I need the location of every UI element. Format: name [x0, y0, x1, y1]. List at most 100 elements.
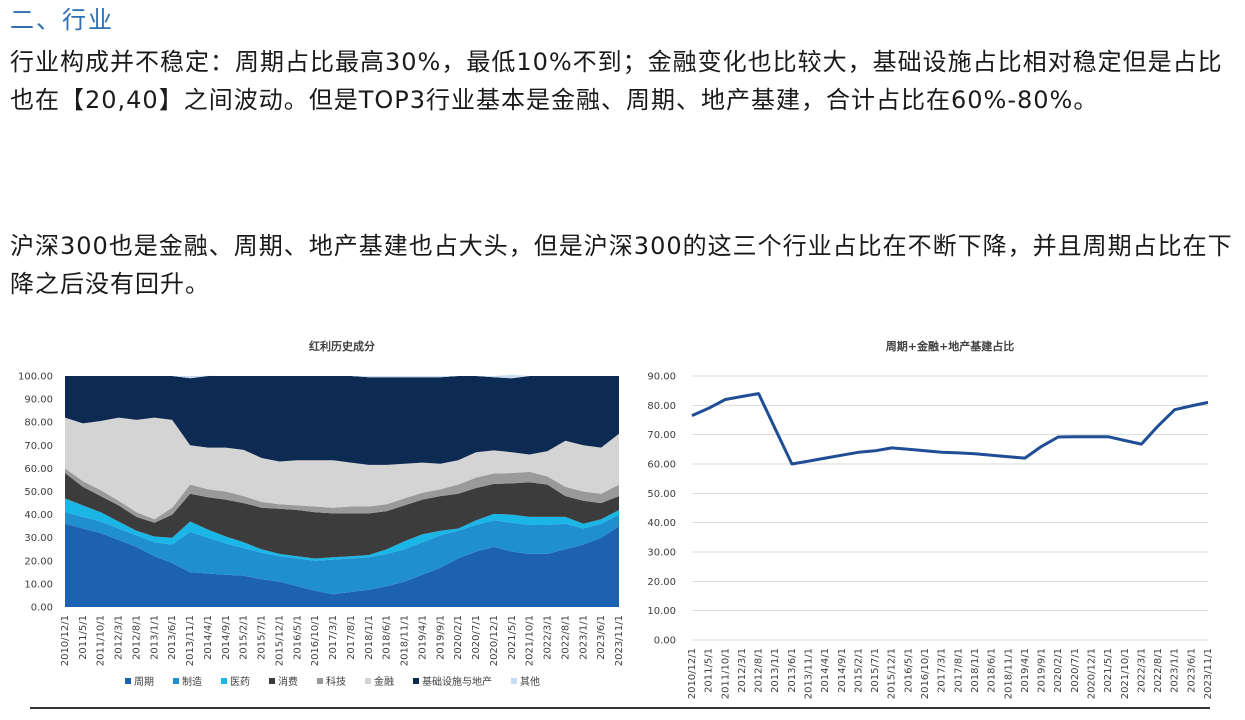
x-tick-label: 2013/6/1 — [787, 648, 798, 693]
x-tick-label: 2015/2/1 — [239, 615, 250, 660]
x-tick-label: 2012/8/1 — [754, 648, 765, 693]
y-tick-label: 50.00 — [647, 489, 676, 500]
y-tick-label: 10.00 — [24, 579, 53, 590]
legend-label: 基础设施与地产 — [422, 675, 492, 688]
x-tick-label: 2015/12/1 — [887, 648, 898, 699]
x-tick-label: 2011/10/1 — [96, 615, 107, 666]
x-tick-label: 2011/5/1 — [704, 648, 715, 693]
legend-label: 其他 — [520, 675, 540, 688]
x-tick-label: 2023/6/1 — [596, 615, 607, 660]
dividend-composition-chart: 红利历史成分 0.00 10.00 20.00 30.00 40.00 50.00 60.00… — [18, 330, 642, 700]
x-tick-label: 2017/3/1 — [328, 615, 339, 660]
x-tick-label: 2022/8/1 — [1153, 648, 1164, 693]
x-tick-label: 2019/9/1 — [1037, 648, 1048, 693]
paragraph-industry-composition: 行业构成并不稳定：周期占比最高30%，最低10%不到；金融变化也比较大，基础设施… — [10, 48, 1223, 114]
y-tick-label: 90.00 — [647, 372, 676, 383]
y-tick-label: 100.00 — [18, 372, 53, 383]
chart-title: 红利历史成分 — [309, 339, 375, 353]
x-tick-label: 2014/4/1 — [820, 648, 831, 693]
x-tick-label: 2021/10/1 — [525, 615, 536, 666]
area-series-3 — [65, 473, 619, 559]
legend-label: 医药 — [230, 676, 250, 688]
y-tick-label: 90.00 — [24, 395, 53, 406]
paragraph-hs300-comparison: 沪深300也是金融、周期、地产基建也占大头，但是沪深300的这三个行业占比在不断… — [10, 232, 1233, 298]
x-tick-label: 2015/7/1 — [870, 648, 881, 693]
x-tick-label: 2018/1/1 — [970, 648, 981, 693]
x-tick-label: 2018/11/1 — [400, 615, 411, 666]
y-tick-label: 30.00 — [24, 533, 53, 544]
x-tick-label: 2013/6/1 — [167, 615, 178, 660]
legend-label: 制造 — [182, 675, 202, 688]
x-tick-label: 2016/10/1 — [920, 648, 931, 699]
x-tick-label: 2012/3/1 — [737, 648, 748, 693]
legend-label: 科技 — [326, 675, 346, 688]
legend-swatch — [317, 678, 323, 684]
legend-swatch — [125, 678, 131, 684]
x-tick-label: 2020/12/1 — [489, 615, 500, 666]
legend-swatch — [365, 678, 371, 684]
legend-swatch — [269, 678, 275, 684]
x-tick-label: 2013/11/1 — [185, 615, 196, 666]
x-tick-label: 2014/4/1 — [203, 615, 214, 660]
x-tick-label: 2020/12/1 — [1086, 648, 1097, 699]
x-tick-label: 2017/3/1 — [937, 648, 948, 693]
x-tick-label: 2023/11/1 — [614, 615, 625, 666]
y-tick-label: 50.00 — [24, 487, 53, 498]
y-tick-label: 40.00 — [647, 518, 676, 529]
x-tick-label: 2011/10/1 — [720, 648, 731, 699]
x-tick-label: 2012/3/1 — [114, 615, 125, 660]
y-tick-label: 80.00 — [24, 418, 53, 429]
x-tick-label: 2017/8/1 — [346, 615, 357, 660]
x-tick-label: 2014/9/1 — [221, 615, 232, 660]
x-tick-label: 2012/8/1 — [131, 615, 142, 660]
area-series-7 — [65, 374, 619, 379]
x-tick-label: 2018/6/1 — [382, 615, 393, 660]
bottom-divider — [30, 707, 1210, 709]
x-tick-label: 2013/1/1 — [149, 615, 160, 660]
legend-label: 金融 — [374, 675, 394, 688]
top3-share-chart: 周期+金融+地产基建占比 0.00 10.00 20.00 30.00 40.00 50.0… — [640, 330, 1230, 700]
x-tick-label: 2015/7/1 — [257, 615, 268, 660]
legend-swatch — [173, 678, 179, 684]
area-series-0 — [65, 523, 619, 607]
x-tick-label: 2014/9/1 — [837, 648, 848, 693]
y-tick-label: 10.00 — [647, 606, 676, 617]
x-tick-label: 2011/5/1 — [78, 615, 89, 660]
y-tick-label: 60.00 — [647, 460, 676, 471]
area-series-4 — [65, 468, 619, 523]
x-tick-label: 2022/8/1 — [560, 615, 571, 660]
x-tick-label: 2010/12/1 — [687, 648, 698, 699]
y-tick-label: 40.00 — [24, 510, 53, 521]
x-tick-label: 2021/5/1 — [1103, 648, 1114, 693]
x-tick-label: 2016/5/1 — [292, 615, 303, 660]
legend-label: 消费 — [278, 675, 298, 688]
x-tick-label: 2020/7/1 — [1070, 648, 1081, 693]
y-tick-label: 70.00 — [647, 430, 676, 441]
dividend-composition-svg: 红利历史成分 0.00 10.00 20.00 30.00 40.00 50.00 60.00… — [18, 339, 625, 688]
y-tick-label: 30.00 — [647, 548, 676, 559]
x-tick-label: 2013/1/1 — [770, 648, 781, 693]
legend-swatch — [221, 678, 227, 684]
x-tick-label: 2020/7/1 — [471, 615, 482, 660]
x-tick-label: 2023/11/1 — [1203, 648, 1214, 699]
y-tick-label: 70.00 — [24, 441, 53, 452]
x-tick-label: 2010/12/1 — [60, 615, 71, 666]
x-tick-label: 2018/6/1 — [987, 648, 998, 693]
x-tick-label: 2016/5/1 — [903, 648, 914, 693]
x-tick-label: 2015/12/1 — [274, 615, 285, 666]
section-heading: 二、行业 — [10, 6, 114, 34]
x-tick-label: 2013/11/1 — [804, 648, 815, 699]
x-tick-label: 2016/10/1 — [310, 615, 321, 666]
y-tick-label: 0.00 — [654, 636, 676, 647]
y-tick-label: 60.00 — [24, 464, 53, 475]
top3-share-svg: 周期+金融+地产基建占比 0.00 10.00 20.00 30.00 40.00 50.0… — [647, 339, 1214, 699]
x-tick-label: 2023/1/1 — [1170, 648, 1181, 693]
y-tick-label: 20.00 — [24, 556, 53, 567]
x-tick-label: 2017/8/1 — [953, 648, 964, 693]
legend-label: 周期 — [134, 676, 154, 688]
y-tick-label: 0.00 — [31, 603, 53, 614]
x-tick-label: 2021/5/1 — [507, 615, 518, 660]
x-tick-label: 2023/6/1 — [1186, 648, 1197, 693]
chart-title: 周期+金融+地产基建占比 — [886, 339, 1014, 353]
x-tick-label: 2023/1/1 — [578, 615, 589, 660]
